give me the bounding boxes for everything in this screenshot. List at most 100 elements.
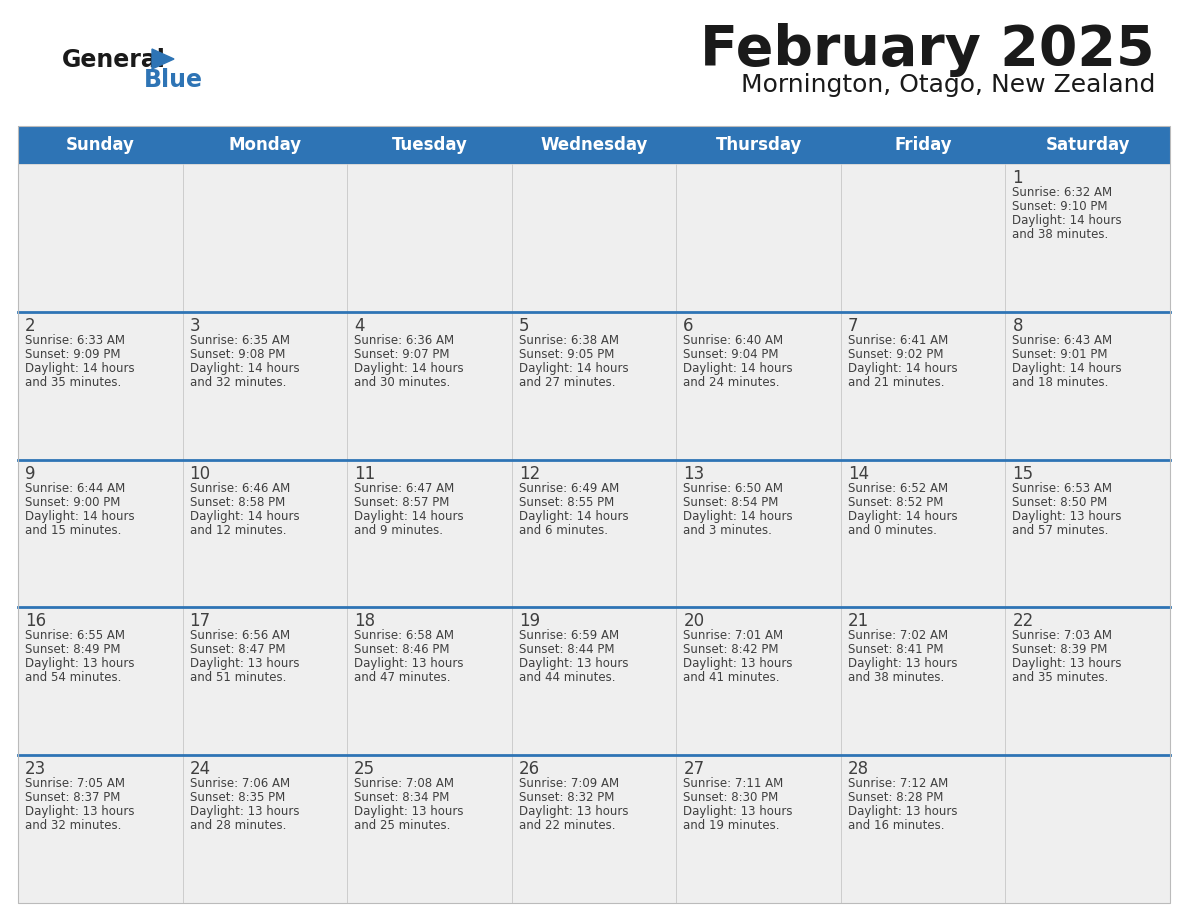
Text: 24: 24 <box>190 760 210 778</box>
Bar <box>676 164 841 312</box>
Text: Daylight: 13 hours: Daylight: 13 hours <box>354 657 463 670</box>
Text: Sunrise: 6:50 AM: Sunrise: 6:50 AM <box>683 482 783 495</box>
Text: Sunrise: 6:33 AM: Sunrise: 6:33 AM <box>25 334 125 347</box>
Text: Sunset: 8:49 PM: Sunset: 8:49 PM <box>25 644 120 656</box>
Text: Daylight: 13 hours: Daylight: 13 hours <box>848 805 958 818</box>
Text: 16: 16 <box>25 612 46 631</box>
Text: Sunrise: 6:41 AM: Sunrise: 6:41 AM <box>848 334 948 347</box>
Bar <box>183 460 347 608</box>
Text: Daylight: 13 hours: Daylight: 13 hours <box>683 805 792 818</box>
Text: Daylight: 14 hours: Daylight: 14 hours <box>25 362 134 375</box>
Text: 15: 15 <box>1012 465 1034 483</box>
Text: Sunrise: 6:44 AM: Sunrise: 6:44 AM <box>25 482 125 495</box>
Polygon shape <box>152 49 173 69</box>
Text: and 38 minutes.: and 38 minutes. <box>1012 228 1108 241</box>
Text: 14: 14 <box>848 465 868 483</box>
Text: Sunrise: 7:12 AM: Sunrise: 7:12 AM <box>848 778 948 790</box>
Text: 10: 10 <box>190 465 210 483</box>
Text: Friday: Friday <box>895 136 952 154</box>
Text: Sunset: 8:57 PM: Sunset: 8:57 PM <box>354 496 449 509</box>
Text: Sunset: 8:52 PM: Sunset: 8:52 PM <box>848 496 943 509</box>
Text: Sunrise: 6:58 AM: Sunrise: 6:58 AM <box>354 630 454 643</box>
Text: 28: 28 <box>848 760 868 778</box>
Text: Mornington, Otago, New Zealand: Mornington, Otago, New Zealand <box>740 73 1155 97</box>
Text: Daylight: 13 hours: Daylight: 13 hours <box>519 805 628 818</box>
Text: and 0 minutes.: and 0 minutes. <box>848 523 936 537</box>
Text: Sunrise: 6:59 AM: Sunrise: 6:59 AM <box>519 630 619 643</box>
Bar <box>18 608 183 756</box>
Bar <box>512 164 676 312</box>
Text: 17: 17 <box>190 612 210 631</box>
Text: February 2025: February 2025 <box>701 23 1155 77</box>
Text: 6: 6 <box>683 317 694 335</box>
Text: and 9 minutes.: and 9 minutes. <box>354 523 443 537</box>
Text: 19: 19 <box>519 612 539 631</box>
Text: Sunset: 9:10 PM: Sunset: 9:10 PM <box>1012 200 1108 213</box>
Bar <box>676 312 841 460</box>
Text: 20: 20 <box>683 612 704 631</box>
Text: Daylight: 14 hours: Daylight: 14 hours <box>1012 214 1121 227</box>
Text: Sunrise: 7:11 AM: Sunrise: 7:11 AM <box>683 778 784 790</box>
Text: Sunrise: 6:46 AM: Sunrise: 6:46 AM <box>190 482 290 495</box>
Text: Sunset: 8:58 PM: Sunset: 8:58 PM <box>190 496 285 509</box>
Bar <box>1005 756 1170 903</box>
Text: Sunset: 9:05 PM: Sunset: 9:05 PM <box>519 348 614 361</box>
Text: Sunset: 9:04 PM: Sunset: 9:04 PM <box>683 348 779 361</box>
Text: Daylight: 14 hours: Daylight: 14 hours <box>354 362 463 375</box>
Bar <box>1005 460 1170 608</box>
Bar <box>1005 608 1170 756</box>
Text: and 47 minutes.: and 47 minutes. <box>354 671 450 685</box>
Bar <box>347 164 512 312</box>
Text: Sunset: 8:50 PM: Sunset: 8:50 PM <box>1012 496 1107 509</box>
Text: Daylight: 14 hours: Daylight: 14 hours <box>848 509 958 522</box>
Text: Sunset: 9:09 PM: Sunset: 9:09 PM <box>25 348 120 361</box>
Text: Daylight: 13 hours: Daylight: 13 hours <box>1012 657 1121 670</box>
Text: Daylight: 14 hours: Daylight: 14 hours <box>354 509 463 522</box>
Text: Sunset: 8:32 PM: Sunset: 8:32 PM <box>519 791 614 804</box>
Text: Sunrise: 7:09 AM: Sunrise: 7:09 AM <box>519 778 619 790</box>
Text: Sunrise: 6:40 AM: Sunrise: 6:40 AM <box>683 334 783 347</box>
Text: 8: 8 <box>1012 317 1023 335</box>
Text: and 6 minutes.: and 6 minutes. <box>519 523 608 537</box>
Text: and 18 minutes.: and 18 minutes. <box>1012 375 1108 389</box>
Text: Monday: Monday <box>228 136 302 154</box>
Text: and 35 minutes.: and 35 minutes. <box>1012 671 1108 685</box>
Text: 23: 23 <box>25 760 46 778</box>
Text: Sunrise: 7:08 AM: Sunrise: 7:08 AM <box>354 778 454 790</box>
Text: Daylight: 13 hours: Daylight: 13 hours <box>1012 509 1121 522</box>
Text: Sunset: 8:54 PM: Sunset: 8:54 PM <box>683 496 778 509</box>
Bar <box>347 460 512 608</box>
Text: Thursday: Thursday <box>715 136 802 154</box>
Bar <box>183 312 347 460</box>
Text: 7: 7 <box>848 317 859 335</box>
Text: and 12 minutes.: and 12 minutes. <box>190 523 286 537</box>
Text: Daylight: 13 hours: Daylight: 13 hours <box>190 657 299 670</box>
Text: Sunrise: 6:43 AM: Sunrise: 6:43 AM <box>1012 334 1112 347</box>
Text: 3: 3 <box>190 317 201 335</box>
Bar <box>183 756 347 903</box>
Text: 11: 11 <box>354 465 375 483</box>
Text: Sunrise: 6:55 AM: Sunrise: 6:55 AM <box>25 630 125 643</box>
Text: Sunrise: 6:49 AM: Sunrise: 6:49 AM <box>519 482 619 495</box>
Text: Daylight: 14 hours: Daylight: 14 hours <box>25 509 134 522</box>
Text: and 19 minutes.: and 19 minutes. <box>683 819 779 833</box>
Text: 4: 4 <box>354 317 365 335</box>
Text: Sunset: 9:00 PM: Sunset: 9:00 PM <box>25 496 120 509</box>
Text: and 27 minutes.: and 27 minutes. <box>519 375 615 389</box>
Text: Sunrise: 6:56 AM: Sunrise: 6:56 AM <box>190 630 290 643</box>
Text: and 44 minutes.: and 44 minutes. <box>519 671 615 685</box>
Text: Sunrise: 6:35 AM: Sunrise: 6:35 AM <box>190 334 290 347</box>
Text: Daylight: 14 hours: Daylight: 14 hours <box>519 509 628 522</box>
Bar <box>347 756 512 903</box>
Bar <box>18 312 183 460</box>
Bar <box>18 460 183 608</box>
Text: and 32 minutes.: and 32 minutes. <box>25 819 121 833</box>
Text: Sunset: 8:55 PM: Sunset: 8:55 PM <box>519 496 614 509</box>
Text: Sunrise: 7:01 AM: Sunrise: 7:01 AM <box>683 630 783 643</box>
Text: and 28 minutes.: and 28 minutes. <box>190 819 286 833</box>
Text: and 38 minutes.: and 38 minutes. <box>848 671 944 685</box>
Text: General: General <box>62 48 166 72</box>
Text: Sunrise: 6:52 AM: Sunrise: 6:52 AM <box>848 482 948 495</box>
Text: Sunset: 8:41 PM: Sunset: 8:41 PM <box>848 644 943 656</box>
Text: 1: 1 <box>1012 169 1023 187</box>
